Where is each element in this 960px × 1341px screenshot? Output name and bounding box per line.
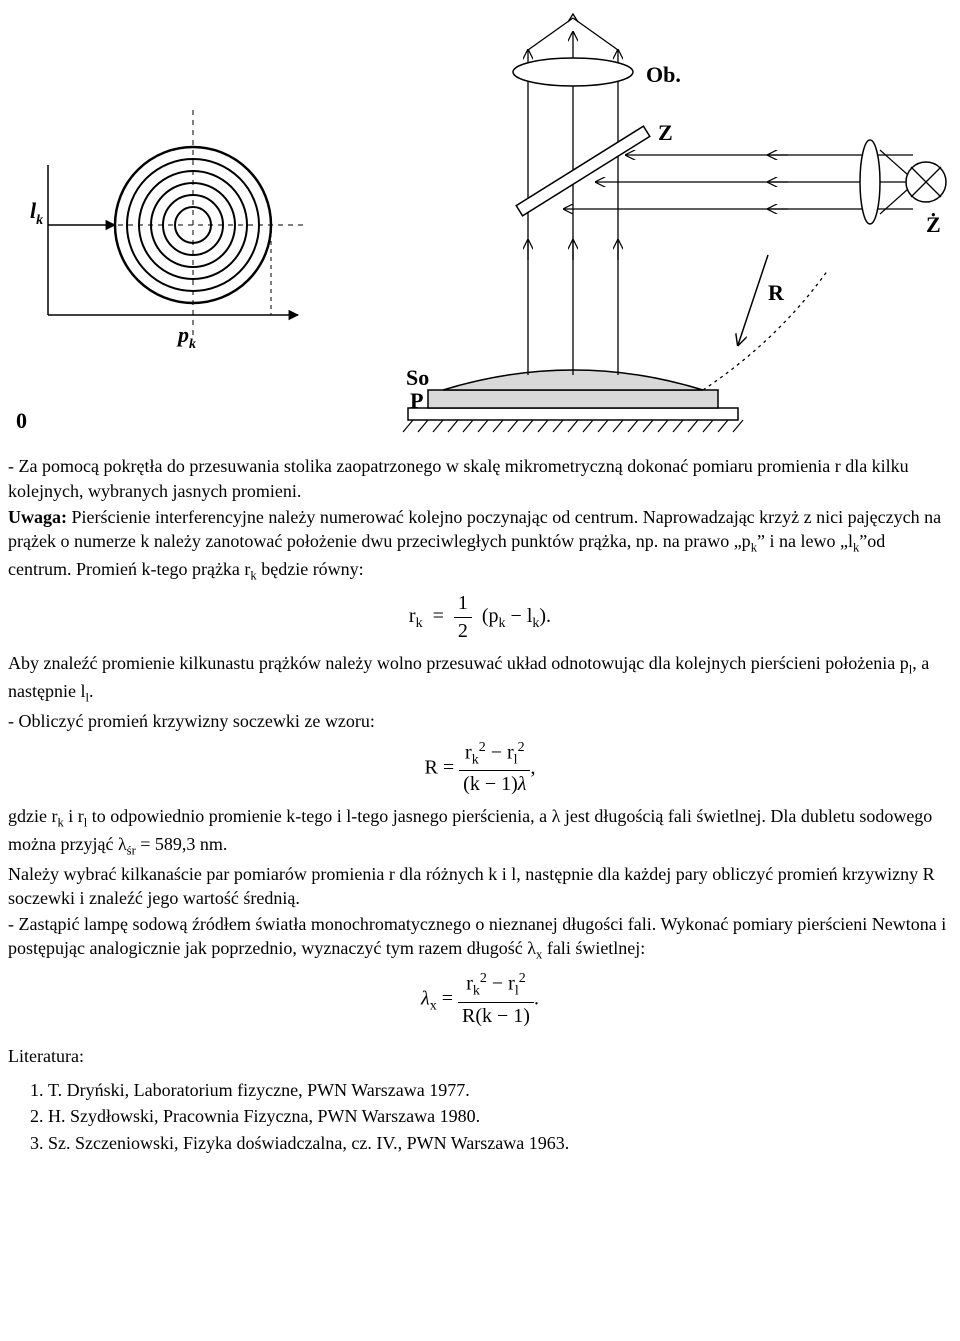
literature-list: T. Dryński, Laboratorium fizyczne, PWN W…: [8, 1078, 952, 1155]
formula-rk: rk = 12 (pk − lk).: [8, 590, 952, 645]
label-lk: lk: [30, 198, 43, 228]
label-origin: 0: [16, 408, 27, 433]
label-pk: pk: [176, 322, 196, 352]
newton-rings-diagram: 0 lk pk: [8, 10, 952, 446]
formula-R: R = rk2 − rl2 (k − 1)λ ,: [8, 739, 952, 799]
para-3: Aby znaleźć promienie kilkunastu prążków…: [8, 651, 952, 706]
label-R: R: [768, 280, 785, 305]
literature-heading: Literatura:: [8, 1044, 952, 1068]
para-6: Należy wybrać kilkanaście par pomiarów p…: [8, 862, 952, 911]
list-item: T. Dryński, Laboratorium fizyczne, PWN W…: [48, 1078, 952, 1102]
para-4: - Obliczyć promień krzywizny soczewki ze…: [8, 709, 952, 733]
rings-top-view: [48, 110, 308, 340]
para-7: - Zastąpić lampę sodową źródłem światła …: [8, 912, 952, 964]
label-P: P: [410, 388, 423, 413]
para-5: gdzie rk i rl to odpowiednio promienie k…: [8, 804, 952, 859]
para-1: - Za pomocą pokrętła do przesuwania stol…: [8, 454, 952, 503]
para-2: Uwaga: Pierścienie interferencyjne należ…: [8, 505, 952, 584]
formula-lambda: λx = rk2 − rl2 R(k − 1) .: [8, 970, 952, 1030]
label-Z: Z: [658, 120, 673, 145]
label-Zdot: Ż: [926, 212, 941, 237]
list-item: H. Szydłowski, Pracownia Fizyczna, PWN W…: [48, 1104, 952, 1128]
label-So: So: [406, 365, 429, 390]
label-Ob: Ob.: [646, 62, 681, 87]
list-item: Sz. Szczeniowski, Fizyka doświadczalna, …: [48, 1131, 952, 1155]
